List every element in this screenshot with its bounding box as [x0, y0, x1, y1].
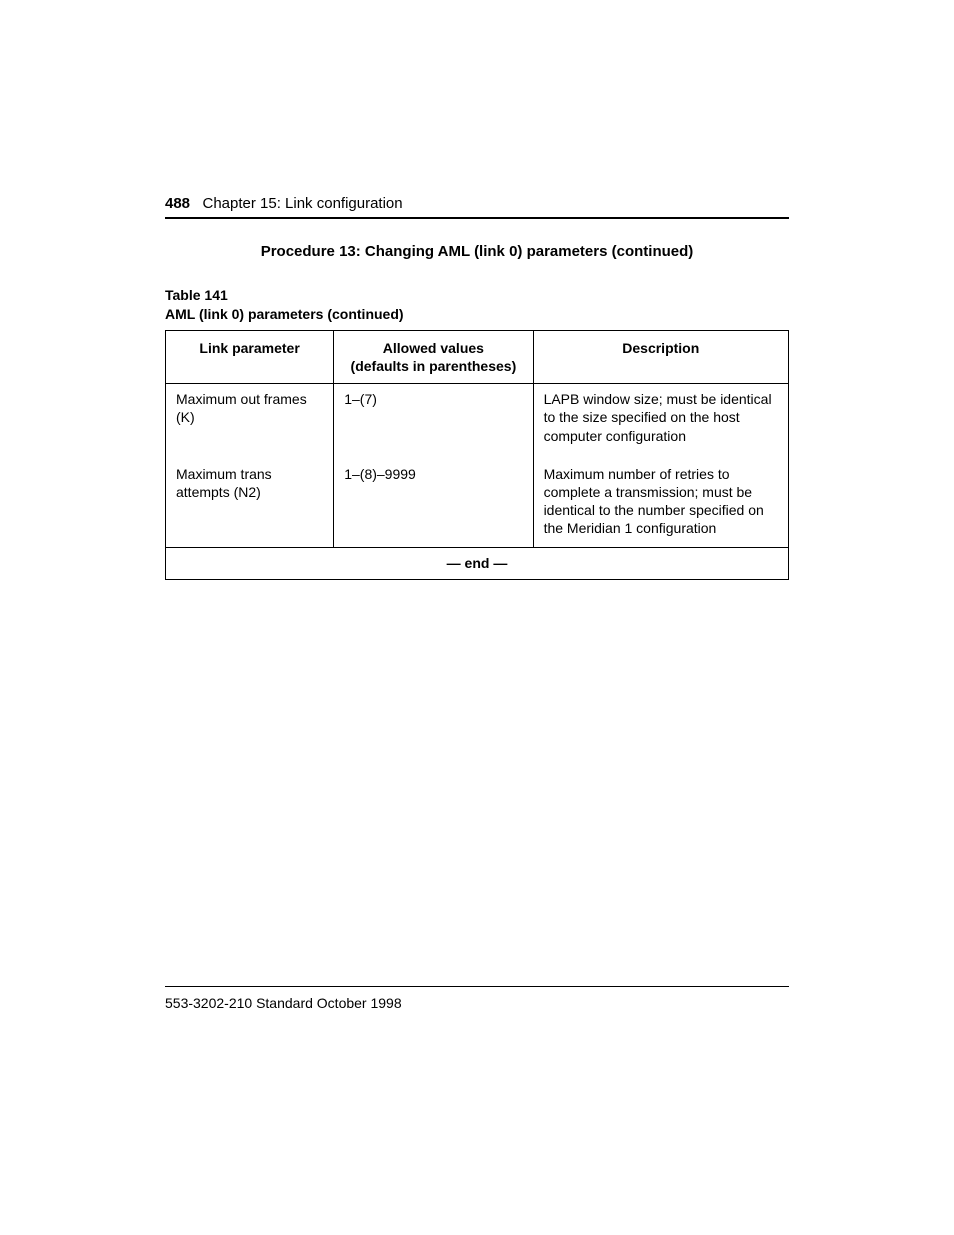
col-header-allowed-values: Allowed values (defaults in parentheses) [334, 330, 533, 383]
footer-rule [165, 986, 789, 987]
table-number: Table 141 [165, 287, 228, 303]
col-header-description: Description [533, 330, 788, 383]
page: 488 Chapter 15: Link configuration Proce… [0, 0, 954, 1235]
col-header-allowed-values-line1: Allowed values [383, 340, 484, 356]
chapter-title: Chapter 15: Link configuration [202, 195, 402, 212]
footer-text: 553-3202-210 Standard October 1998 [165, 995, 789, 1011]
col-header-link-parameter: Link parameter [166, 330, 334, 383]
cell-param: Maximum out frames (K) [166, 384, 334, 459]
parameters-table: Link parameter Allowed values (defaults … [165, 330, 789, 580]
table-end-marker: — end — [166, 548, 789, 579]
page-number: 488 [165, 195, 190, 212]
table-caption: Table 141 AML (link 0) parameters (conti… [165, 286, 789, 324]
cell-values: 1–(7) [334, 384, 533, 459]
col-header-allowed-values-line2: (defaults in parentheses) [351, 358, 517, 374]
cell-param: Maximum trans attempts (N2) [166, 459, 334, 548]
table-title: AML (link 0) parameters (continued) [165, 306, 404, 322]
table-header-row: Link parameter Allowed values (defaults … [166, 330, 789, 383]
table-row: Maximum trans attempts (N2) 1–(8)–9999 M… [166, 459, 789, 548]
table-end-row: — end — [166, 548, 789, 579]
table-row: Maximum out frames (K) 1–(7) LAPB window… [166, 384, 789, 459]
page-footer: 553-3202-210 Standard October 1998 [165, 986, 789, 1011]
procedure-title: Procedure 13: Changing AML (link 0) para… [165, 243, 789, 260]
cell-desc: LAPB window size; must be identical to t… [533, 384, 788, 459]
cell-values: 1–(8)–9999 [334, 459, 533, 548]
cell-desc: Maximum number of retries to complete a … [533, 459, 788, 548]
page-header: 488 Chapter 15: Link configuration [165, 195, 789, 219]
